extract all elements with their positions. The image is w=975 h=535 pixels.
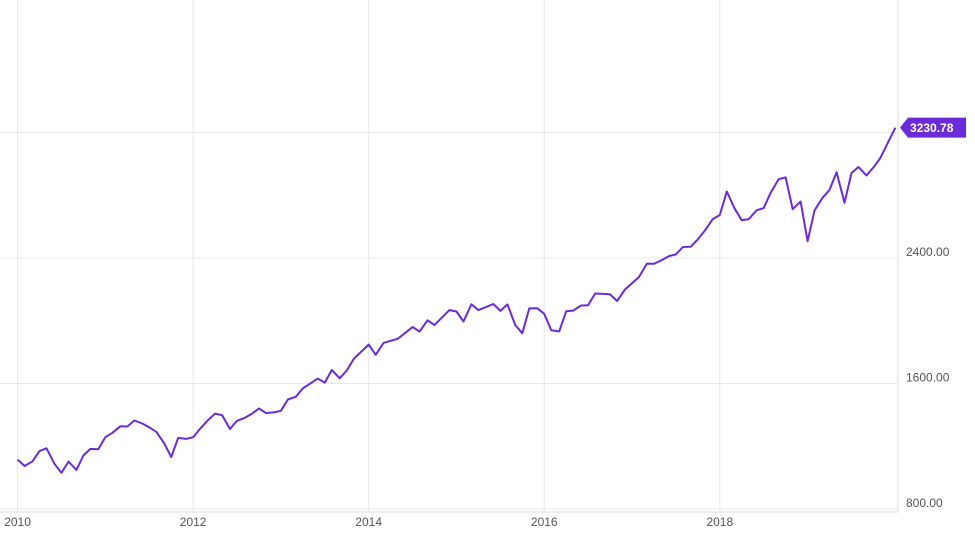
last-value-badge xyxy=(900,117,966,138)
y-tick-label: 2400.00 xyxy=(906,245,950,259)
x-tick-label: 2016 xyxy=(531,515,558,529)
y-tick-label: 1600.00 xyxy=(906,371,950,385)
x-tick-label: 2018 xyxy=(706,515,733,529)
last-value-label: 3230.78 xyxy=(910,121,954,135)
x-tick-label: 2012 xyxy=(180,515,207,529)
line-series xyxy=(16,127,897,474)
x-tick-label: 2014 xyxy=(355,515,382,529)
y-tick-label: 800.00 xyxy=(906,496,943,510)
x-tick-label: 2010 xyxy=(4,515,31,529)
